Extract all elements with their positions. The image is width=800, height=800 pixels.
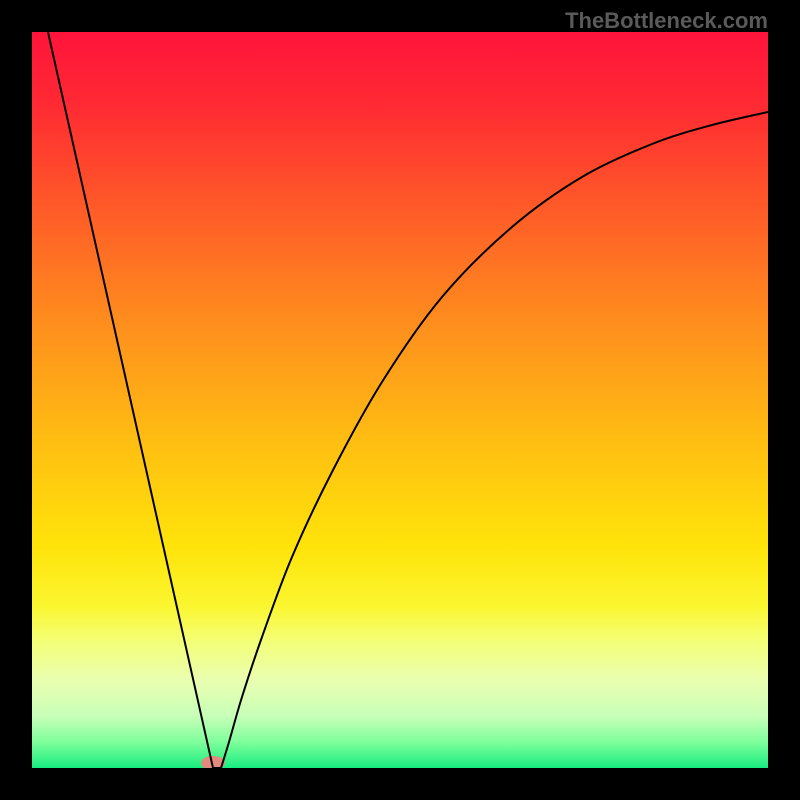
plot-area — [32, 32, 768, 768]
watermark-text: TheBottleneck.com — [565, 8, 768, 34]
chart-container: TheBottleneck.com — [0, 0, 800, 800]
plot-svg — [32, 32, 768, 768]
